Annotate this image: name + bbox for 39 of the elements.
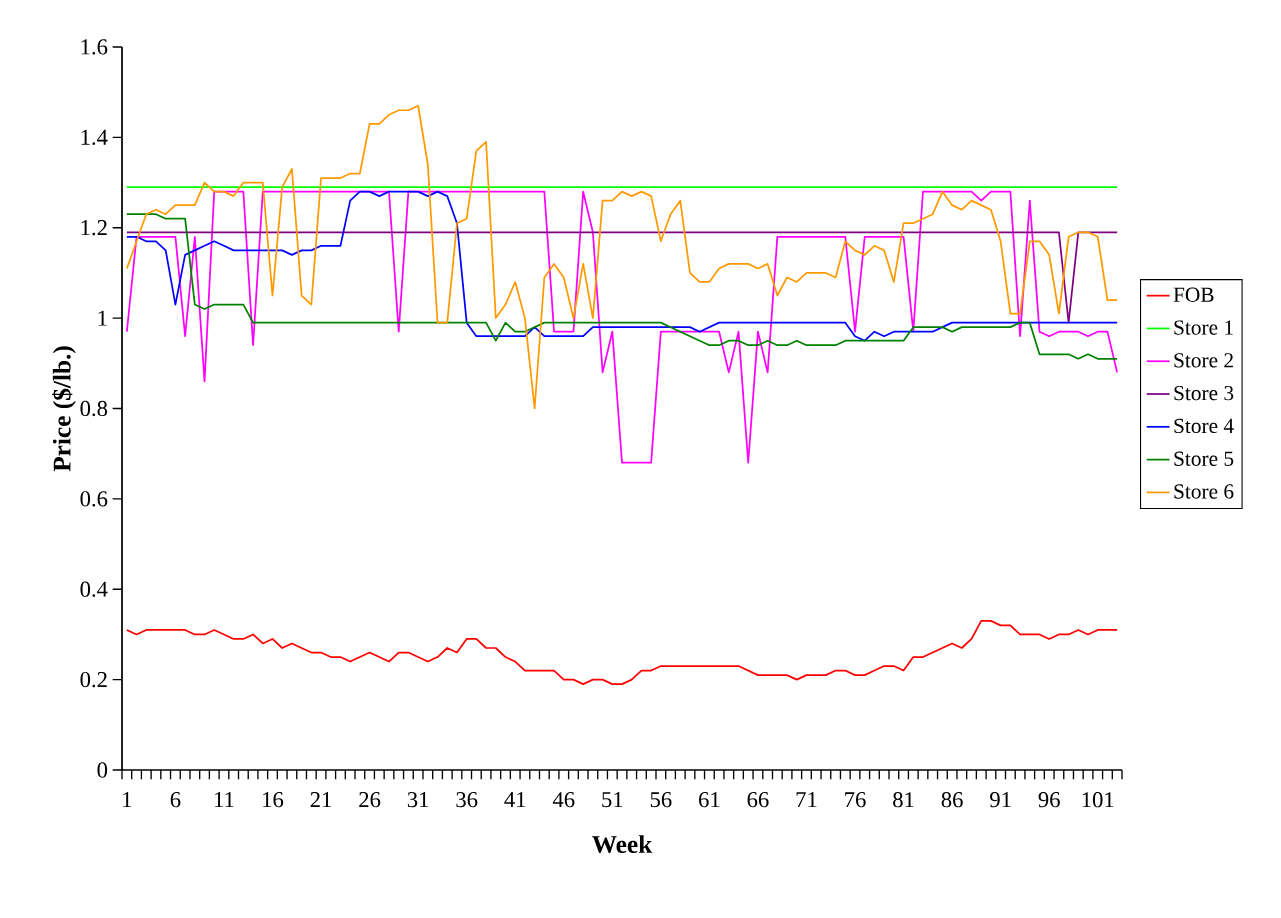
- x-tick-label: 51: [602, 792, 623, 808]
- x-tick-label: 16: [263, 792, 284, 808]
- legend-label: Store 6: [1174, 484, 1234, 499]
- y-tick-label: 1.2: [81, 220, 107, 236]
- x-axis-title: Week: [592, 835, 653, 854]
- legend-label: Store 3: [1174, 385, 1234, 401]
- x-tick-label: 56: [650, 792, 672, 808]
- y-axis-title: Price ($/lb.): [52, 346, 76, 472]
- y-tick-label: 0.8: [80, 400, 108, 417]
- legend-label: Store 4: [1174, 418, 1234, 434]
- x-tick-label: 76: [845, 792, 866, 808]
- legend-label: Store 5: [1174, 451, 1234, 466]
- legend-label: Store 1: [1174, 320, 1233, 335]
- x-tick-label: 41: [504, 792, 526, 808]
- x-tick-label: 6: [170, 792, 181, 808]
- legend-label: FOB: [1173, 287, 1214, 302]
- y-tick-label: 0.4: [80, 581, 108, 597]
- x-tick-label: 96: [1038, 792, 1060, 808]
- x-tick-label: 86: [941, 792, 963, 808]
- x-tick-label: 101: [1082, 792, 1114, 808]
- y-tick-label: 0.2: [80, 671, 107, 688]
- x-tick-label: 36: [456, 792, 478, 808]
- x-tick-label: 81: [893, 792, 914, 808]
- x-tick-label: 26: [359, 792, 381, 808]
- x-tick-label: 21: [310, 792, 332, 808]
- x-tick-label: 71: [796, 792, 817, 808]
- y-tick-label: 0: [97, 762, 108, 778]
- legend-label: Store 2: [1174, 353, 1233, 368]
- x-tick-label: 91: [990, 792, 1011, 808]
- x-tick-label: 66: [747, 792, 769, 808]
- x-tick-label: 31: [407, 792, 429, 808]
- y-tick-label: 1: [98, 310, 107, 326]
- x-tick-label: 61: [699, 792, 720, 808]
- x-tick-label: 46: [552, 792, 575, 808]
- y-tick-label: 0.6: [80, 491, 108, 507]
- y-tick-label: 1.4: [81, 129, 108, 146]
- x-tick-label: 11: [215, 792, 234, 808]
- x-tick-label: 1: [123, 792, 132, 808]
- y-tick-label: 1.6: [81, 39, 108, 55]
